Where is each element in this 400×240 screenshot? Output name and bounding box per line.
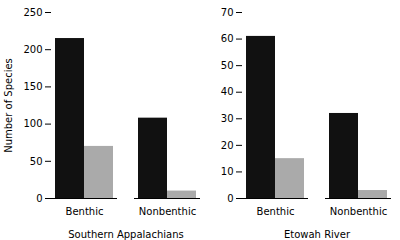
svg-text:Nonbenthic: Nonbenthic (330, 206, 387, 217)
svg-text:10: 10 (221, 166, 234, 177)
svg-text:50: 50 (221, 60, 234, 71)
svg-text:Benthic: Benthic (66, 206, 104, 217)
svg-text:Nonbenthic: Nonbenthic (139, 206, 196, 217)
svg-text:Southern Appalachians: Southern Appalachians (68, 229, 184, 240)
svg-text:Number of Species: Number of Species (3, 58, 14, 153)
svg-text:60: 60 (221, 33, 234, 44)
svg-text:70: 70 (221, 7, 234, 18)
svg-text:150: 150 (23, 81, 42, 92)
svg-text:20: 20 (221, 140, 234, 151)
svg-text:Benthic: Benthic (257, 206, 295, 217)
svg-text:0: 0 (227, 193, 233, 204)
svg-text:100: 100 (23, 118, 42, 129)
svg-text:50: 50 (30, 156, 43, 167)
svg-text:250: 250 (23, 7, 42, 18)
svg-text:30: 30 (221, 113, 234, 124)
svg-text:200: 200 (23, 44, 42, 55)
svg-text:40: 40 (221, 86, 234, 97)
svg-text:Etowah River: Etowah River (284, 229, 351, 240)
svg-text:0: 0 (36, 193, 42, 204)
